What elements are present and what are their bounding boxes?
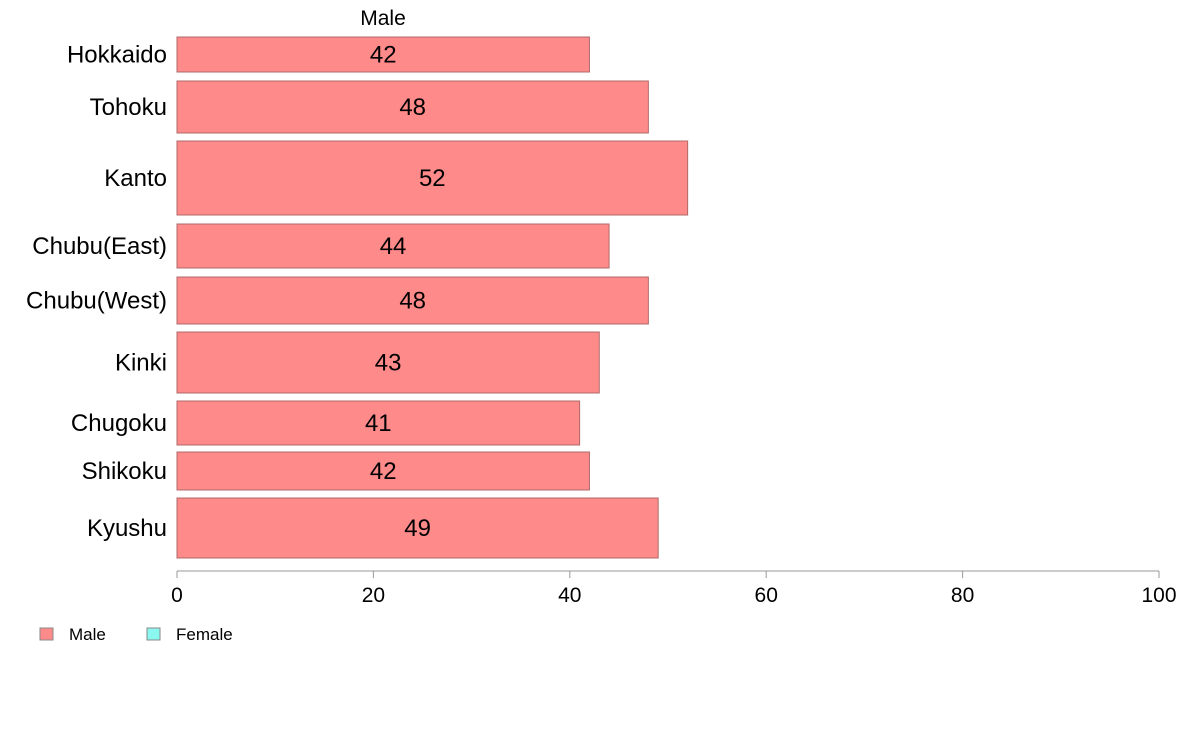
bar-group: Shikoku 42 [82, 451, 590, 491]
legend-swatch [39, 627, 54, 641]
bar-group: Kanto 52 [104, 140, 689, 216]
category-label: Chubu(West) [26, 288, 167, 315]
category-label: Hokkaido [67, 42, 167, 69]
bar-value-label: 44 [380, 233, 407, 260]
bar-value-label: 42 [370, 42, 397, 69]
bar-group: Kyushu 49 [87, 497, 659, 559]
bar [176, 140, 689, 216]
bar-value-label: 52 [419, 165, 446, 192]
category-label: Kyushu [87, 515, 167, 542]
bar [176, 451, 590, 491]
x-tick-label: 60 [755, 584, 778, 607]
legend: Male Female [39, 625, 233, 644]
legend-label: Female [176, 625, 233, 644]
bar-group: Hokkaido 42 [67, 36, 590, 73]
bar-value-label: 49 [404, 515, 431, 542]
x-tick-label: 80 [951, 584, 974, 607]
panel-title: Male [360, 7, 406, 30]
x-tick-label: 100 [1141, 584, 1176, 607]
bar-group: Chubu(East) 44 [32, 223, 610, 269]
bar [176, 36, 590, 73]
bar [176, 400, 581, 446]
bar [176, 80, 649, 134]
bar-value-label: 48 [399, 288, 426, 315]
bar-group: Chugoku 41 [71, 400, 581, 446]
legend-item: Female [146, 625, 233, 644]
legend-swatch [146, 627, 161, 641]
x-axis: 0 20 40 60 80 100 [171, 570, 1177, 607]
bar-value-label: 48 [399, 94, 426, 121]
legend-label: Male [69, 625, 106, 644]
bar [176, 276, 649, 325]
bar-value-label: 41 [365, 410, 392, 437]
category-label: Tohoku [90, 94, 167, 121]
bar-group: Chubu(West) 48 [26, 276, 649, 325]
x-tick-label: 20 [362, 584, 385, 607]
bar-value-label: 43 [375, 350, 402, 377]
bar [176, 497, 659, 559]
legend-item: Male [39, 625, 106, 644]
bar-group: Tohoku 48 [90, 80, 649, 134]
category-label: Chugoku [71, 410, 167, 437]
bar [176, 331, 600, 394]
x-tick-label: 0 [171, 584, 183, 607]
bar [176, 223, 610, 269]
category-label: Chubu(East) [32, 233, 167, 260]
x-tick-label: 40 [558, 584, 581, 607]
category-label: Kinki [115, 350, 167, 377]
bar-group: Kinki 43 [115, 331, 600, 394]
category-label: Shikoku [82, 458, 167, 485]
category-label: Kanto [104, 165, 167, 192]
bar-value-label: 42 [370, 458, 397, 485]
